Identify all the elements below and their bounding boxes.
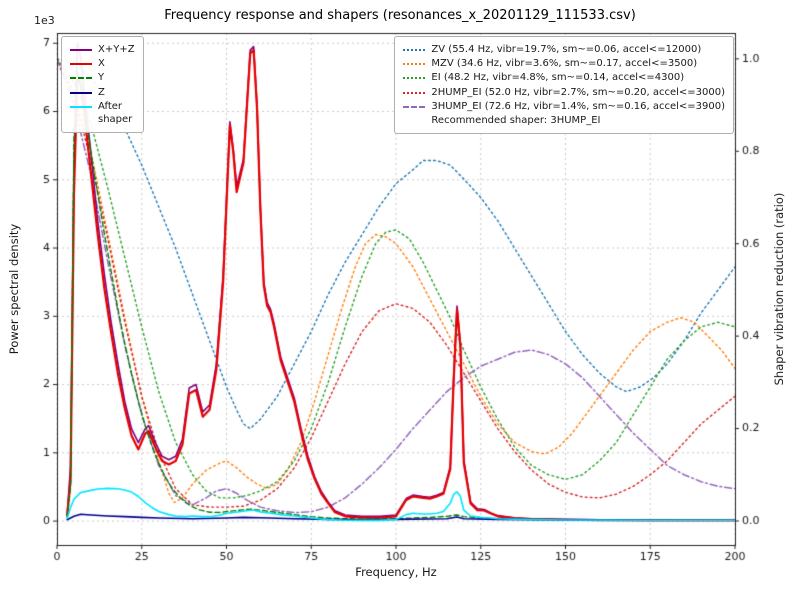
legend-label: Y [98,72,105,84]
legend-item: ZV (55.4 Hz, vibr=19.7%, sm~=0.06, accel… [403,43,725,56]
legend-psd: X+Y+Z X Y Z After shaper [61,36,144,134]
chart-title: Frequency response and shapers (resonanc… [164,8,636,23]
y-axis-label-right: Shaper vibration reduction (ratio) [772,192,786,386]
legend-line-sample [70,105,92,108]
legend-label: Z [98,86,105,98]
legend-item: X+Y+Z [70,43,135,56]
legend-line-sample [403,49,426,51]
legend-line-sample [403,91,426,94]
legend-label: MZV (34.6 Hz, vibr=3.6%, sm~=0.17, accel… [431,58,698,70]
legend-label: ZV (55.4 Hz, vibr=19.7%, sm~=0.06, accel… [431,44,702,55]
legend-item: 3HUMP_EI (72.6 Hz, vibr=1.4%, sm~=0.16, … [403,100,725,113]
legend-item: EI (48.2 Hz, vibr=4.8%, sm~=0.14, accel<… [403,71,725,84]
legend-line-sample [403,105,426,108]
legend-item: MZV (34.6 Hz, vibr=3.6%, sm~=0.17, accel… [403,57,725,70]
legend-shapers: ZV (55.4 Hz, vibr=19.7%, sm~=0.06, accel… [394,36,734,135]
legend-item: Y [70,71,135,84]
legend-line-sample [70,77,92,80]
legend-item: Z [70,86,135,99]
legend-label: X+Y+Z [98,44,135,55]
axis-offset-label: 1e3 [34,14,55,27]
legend-label: After shaper [98,100,133,125]
legend-line-sample [70,49,92,51]
legend-line-sample [70,91,92,94]
y-axis-label-left: Power spectral density [7,223,21,355]
legend-line-sample [70,63,92,66]
legend-line-sample [403,77,426,80]
legend-label: X [98,58,105,70]
legend-item: X [70,57,135,70]
legend-label: 3HUMP_EI (72.6 Hz, vibr=1.4%, sm~=0.16, … [431,100,725,112]
legend-note: Recommended shaper: 3HUMP_EI [403,114,725,127]
x-axis-label: Frequency, Hz [355,565,437,579]
legend-item: 2HUMP_EI (52.0 Hz, vibr=2.7%, sm~=0.20, … [403,86,725,99]
legend-label: 2HUMP_EI (52.0 Hz, vibr=2.7%, sm~=0.20, … [431,86,725,98]
legend-note-label: Recommended shaper: 3HUMP_EI [431,114,601,126]
legend-label: EI (48.2 Hz, vibr=4.8%, sm~=0.14, accel<… [431,72,685,84]
legend-line-sample [403,63,426,66]
legend-item: After shaper [70,100,135,126]
